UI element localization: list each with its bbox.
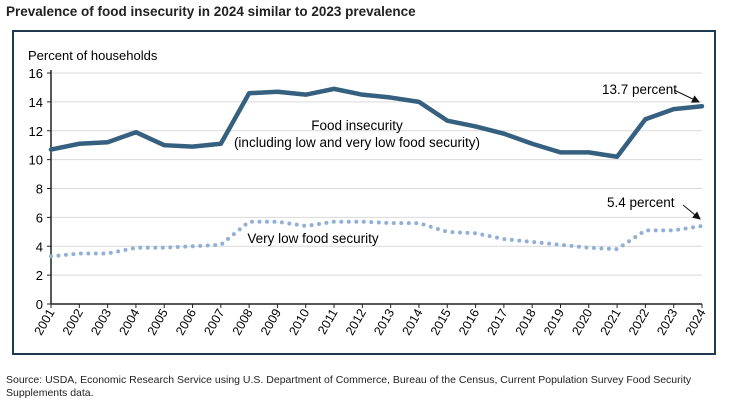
x-tick-label: 2022	[626, 306, 652, 337]
x-tick-label: 2002	[60, 306, 86, 337]
x-tick-label: 2009	[258, 306, 284, 337]
x-tick-label: 2006	[173, 306, 199, 337]
very-low-food-security-line	[49, 219, 704, 259]
x-tick-label: 2015	[428, 306, 454, 337]
x-tick-label: 2017	[484, 306, 510, 337]
x-tick-label: 2007	[201, 306, 227, 337]
x-tick-label: 2019	[541, 306, 567, 337]
x-tick-label: 2010	[286, 306, 312, 337]
x-tick-label: 2023	[654, 306, 680, 337]
x-tick-label: 2003	[88, 306, 114, 337]
y-tick-label: 14	[29, 95, 43, 110]
series-label-food-insecurity-1: Food insecurity	[311, 118, 403, 133]
x-tick-label: 2004	[116, 306, 142, 337]
x-tick-label: 2024	[683, 306, 709, 337]
chart-frame	[12, 30, 716, 355]
y-axis-label: Percent of households	[28, 48, 158, 63]
annotation-13-7: 13.7 percent	[602, 82, 677, 97]
x-tick-label: 2012	[343, 306, 369, 337]
y-tick-label: 0	[36, 297, 43, 312]
series-label-very-low: Very low food security	[247, 231, 379, 246]
chart-title: Prevalence of food insecurity in 2024 si…	[6, 4, 416, 19]
y-tick-label: 10	[29, 153, 43, 168]
annotation-arrow-13-7	[673, 89, 700, 103]
source-note: Source: USDA, Economic Research Service …	[6, 374, 692, 399]
x-tick-label: 2005	[145, 306, 171, 337]
y-tick-label: 2	[36, 268, 43, 283]
annotation-arrow-5-4	[682, 204, 701, 220]
food-insecurity-line	[48, 86, 705, 159]
y-tick-label: 16	[29, 66, 43, 81]
series-label-food-insecurity-2: (including low and very low food securit…	[234, 135, 480, 150]
x-tick-label: 2011	[315, 306, 341, 336]
x-tick-label: 2013	[371, 306, 397, 337]
y-tick-label: 6	[36, 210, 43, 225]
x-tick-label: 2021	[598, 306, 624, 337]
y-tick-label: 4	[36, 239, 43, 254]
y-tick-label: 8	[36, 182, 43, 197]
x-tick-label: 2008	[230, 306, 256, 337]
x-tick-label: 2020	[569, 306, 595, 337]
x-tick-label: 2018	[513, 306, 539, 337]
x-tick-label: 2014	[400, 306, 426, 337]
annotation-5-4: 5.4 percent	[607, 195, 675, 210]
y-tick-label: 12	[29, 124, 43, 139]
x-tick-label: 2016	[456, 306, 482, 337]
